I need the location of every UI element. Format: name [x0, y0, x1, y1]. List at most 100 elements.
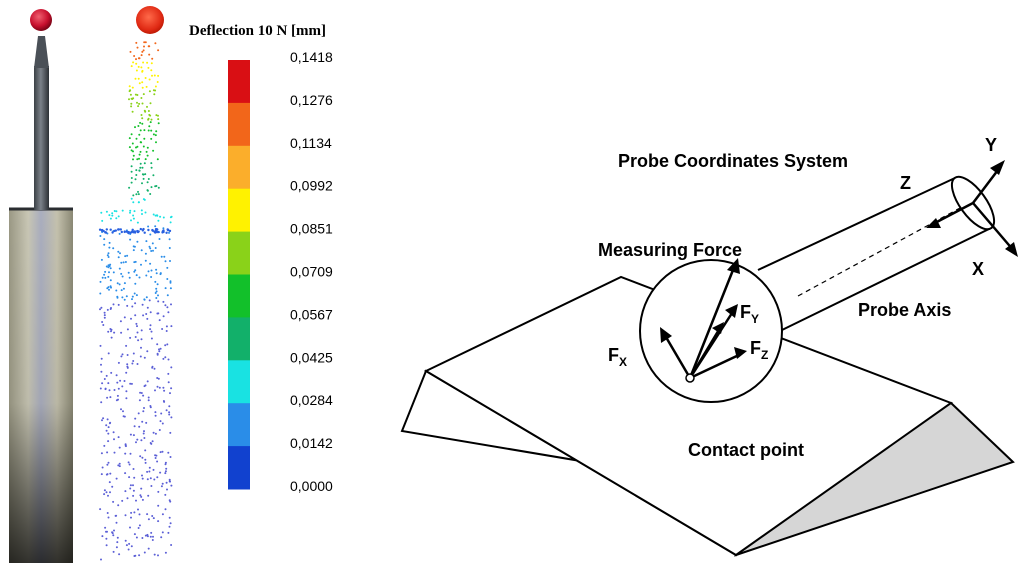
cloud-point	[116, 296, 119, 299]
cloud-point	[115, 514, 118, 517]
cloud-point	[129, 93, 132, 96]
cloud-point	[146, 61, 149, 64]
cloud-point	[105, 265, 108, 268]
cloud-point	[154, 292, 157, 294]
cloud-point	[132, 245, 135, 248]
cloud-point	[165, 325, 168, 328]
cloud-point	[124, 445, 127, 448]
cloud-point	[153, 93, 156, 96]
cloud-point	[138, 276, 141, 279]
cloud-point	[110, 371, 113, 374]
cloud-point	[146, 317, 149, 320]
cloud-point	[160, 255, 163, 258]
cloud-point	[107, 252, 110, 255]
cloud-point	[99, 292, 102, 295]
cloud-point	[129, 452, 132, 455]
cloud-point	[110, 328, 113, 331]
cloud-point	[138, 82, 141, 85]
cloud-point	[152, 149, 155, 152]
cloud-point	[156, 158, 159, 161]
cloud-point	[156, 214, 159, 217]
cloud-point	[156, 460, 159, 463]
cloud-point	[134, 260, 137, 263]
cloud-point	[161, 231, 164, 234]
cloud-point	[137, 190, 139, 193]
cloud-point	[142, 394, 145, 397]
cloud-point	[149, 233, 152, 236]
cloud-point	[168, 405, 171, 408]
cloud-point	[132, 201, 135, 204]
cloud-point	[125, 371, 128, 374]
cloud-point	[170, 416, 173, 419]
contact-sphere	[639, 259, 783, 403]
cloud-point	[125, 397, 128, 400]
cloud-point	[138, 554, 141, 557]
cloud-point	[120, 355, 123, 358]
cloud-point	[164, 508, 167, 511]
fy-label-main: F	[740, 302, 751, 322]
cloud-point	[137, 412, 140, 415]
cloud-point	[156, 385, 159, 388]
cloud-point	[147, 547, 150, 550]
cloud-point	[146, 470, 149, 473]
cloud-point	[135, 294, 138, 297]
cloud-point	[142, 145, 145, 148]
cloud-point	[107, 256, 110, 258]
cloud-point	[162, 386, 165, 389]
cloud-point	[113, 529, 115, 532]
cloud-point	[130, 181, 133, 184]
cloud-point	[139, 355, 142, 358]
cloud-point	[141, 477, 144, 480]
cloud-point	[144, 259, 147, 262]
cloud-point	[100, 473, 103, 476]
cloud-point	[151, 242, 154, 245]
cloud-point	[132, 360, 135, 362]
cloud-point	[167, 358, 170, 361]
cloud-point	[138, 102, 141, 105]
measuring-force-arrow	[688, 264, 737, 379]
cloud-point	[135, 69, 138, 72]
cloud-point	[109, 263, 112, 266]
cloud-point	[147, 110, 150, 112]
cloud-point	[145, 421, 148, 424]
cloud-point	[132, 484, 134, 487]
cloud-point	[103, 243, 106, 246]
cloud-point	[151, 365, 154, 368]
cloud-point	[100, 258, 103, 261]
cloud-point	[116, 536, 119, 539]
cloud-point	[170, 387, 173, 390]
cloud-point	[155, 454, 158, 457]
cloud-point	[168, 229, 172, 233]
cloud-point	[100, 370, 103, 373]
cloud-point	[141, 498, 144, 501]
cloud-point	[168, 411, 171, 414]
cloud-point	[135, 322, 138, 325]
cloud-point	[134, 178, 137, 181]
cloud-point	[129, 484, 132, 487]
cloud-point	[104, 270, 107, 273]
fz-arrowhead	[734, 347, 747, 359]
cloud-point	[168, 516, 171, 519]
fz-extra-arrow	[688, 327, 722, 379]
cloud-point	[117, 436, 120, 439]
cloud-point	[157, 504, 160, 507]
cloud-point	[130, 170, 133, 173]
measuring-force-arrowhead	[727, 258, 740, 274]
cloud-point	[164, 344, 167, 347]
cloud-point	[101, 466, 104, 469]
cloud-point	[100, 558, 102, 561]
cloud-point	[130, 317, 132, 320]
cloud-point	[140, 263, 142, 266]
cloud-point	[107, 264, 110, 267]
cloud-point	[123, 230, 126, 234]
cloud-point	[120, 261, 123, 264]
cloud-point	[159, 272, 162, 275]
cloud-point	[139, 150, 142, 153]
cloud-point	[146, 189, 149, 192]
cloud-point	[122, 415, 125, 418]
cloud-point	[169, 522, 172, 525]
cloud-point	[141, 537, 144, 539]
cloud-point	[135, 174, 138, 176]
cloud-point	[130, 511, 133, 514]
cloud-point	[126, 328, 129, 331]
